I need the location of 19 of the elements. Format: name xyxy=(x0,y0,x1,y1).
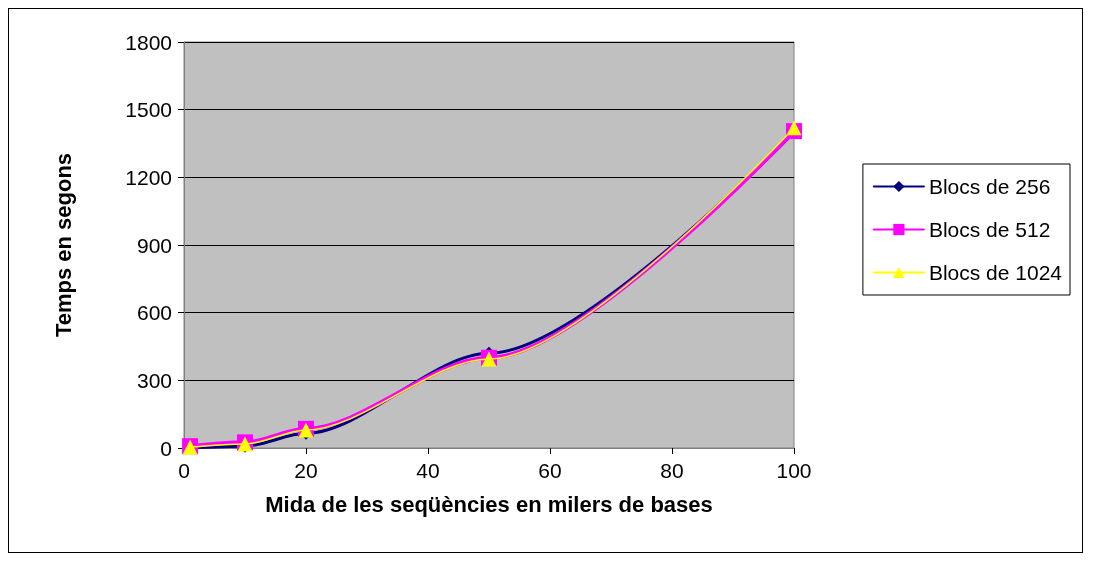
legend-label: Blocs de 512 xyxy=(928,218,1051,241)
legend-label: Blocs de 256 xyxy=(928,175,1051,198)
x-tick-label: 0 xyxy=(178,459,190,482)
x-axis-title: Mida de les seqüències en milers de bases xyxy=(265,491,713,517)
y-tick-label: 1200 xyxy=(125,165,172,189)
y-tick-label: 900 xyxy=(136,233,172,257)
y-axis-title: Temps en segons xyxy=(50,152,76,338)
y-tick-label: 600 xyxy=(136,301,172,325)
y-tick-label: 300 xyxy=(136,368,172,392)
point xyxy=(786,120,802,136)
x-tick-label: 100 xyxy=(776,459,812,482)
y-tick-label: 1800 xyxy=(125,30,172,54)
y-tick-label: 0 xyxy=(160,436,172,460)
y-tick-label: 1500 xyxy=(125,98,172,122)
x-tick-label: 60 xyxy=(538,459,562,482)
x-tick-label: 20 xyxy=(294,459,318,482)
x-tick-label: 80 xyxy=(660,459,684,482)
x-tick-label: 40 xyxy=(416,459,440,482)
legend-label: Blocs de 1024 xyxy=(928,261,1063,284)
